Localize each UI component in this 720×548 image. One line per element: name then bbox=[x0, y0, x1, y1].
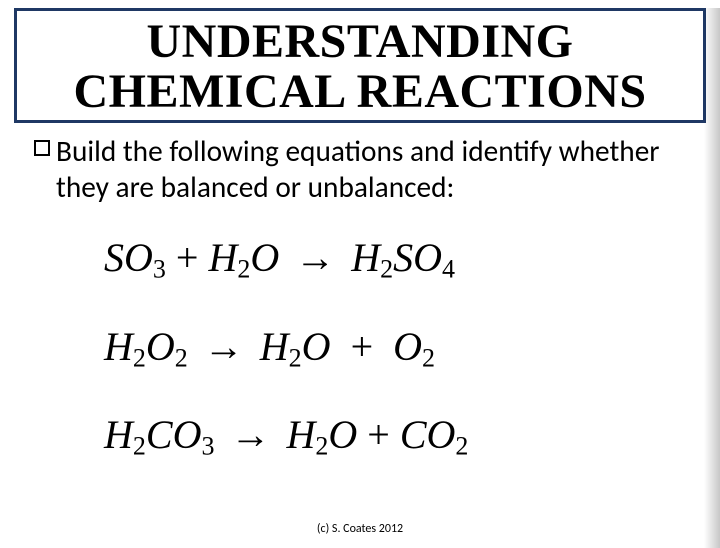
title-line-2: CHEMICAL REACTIONS bbox=[27, 67, 693, 117]
copyright-text: (c) S. Coates 2012 bbox=[0, 522, 720, 536]
equation-1: SO3 + H2O → H2SO4 bbox=[104, 234, 686, 285]
instruction-text: Build the following equations and identi… bbox=[56, 133, 686, 206]
body-area: Build the following equations and identi… bbox=[0, 133, 720, 462]
title-box: UNDERSTANDING CHEMICAL REACTIONS bbox=[14, 8, 706, 123]
equations-wrap: SO3 + H2O → H2SO4 H2O2 → H2O + O2 H2CO3 … bbox=[34, 234, 686, 462]
title-line-1: UNDERSTANDING bbox=[27, 17, 693, 67]
bullet-row: Build the following equations and identi… bbox=[34, 133, 686, 206]
equation-3: H2CO3 → H2O + CO2 bbox=[104, 411, 686, 462]
bullet-square-icon bbox=[34, 140, 50, 156]
equation-2: H2O2 → H2O + O2 bbox=[104, 323, 686, 374]
